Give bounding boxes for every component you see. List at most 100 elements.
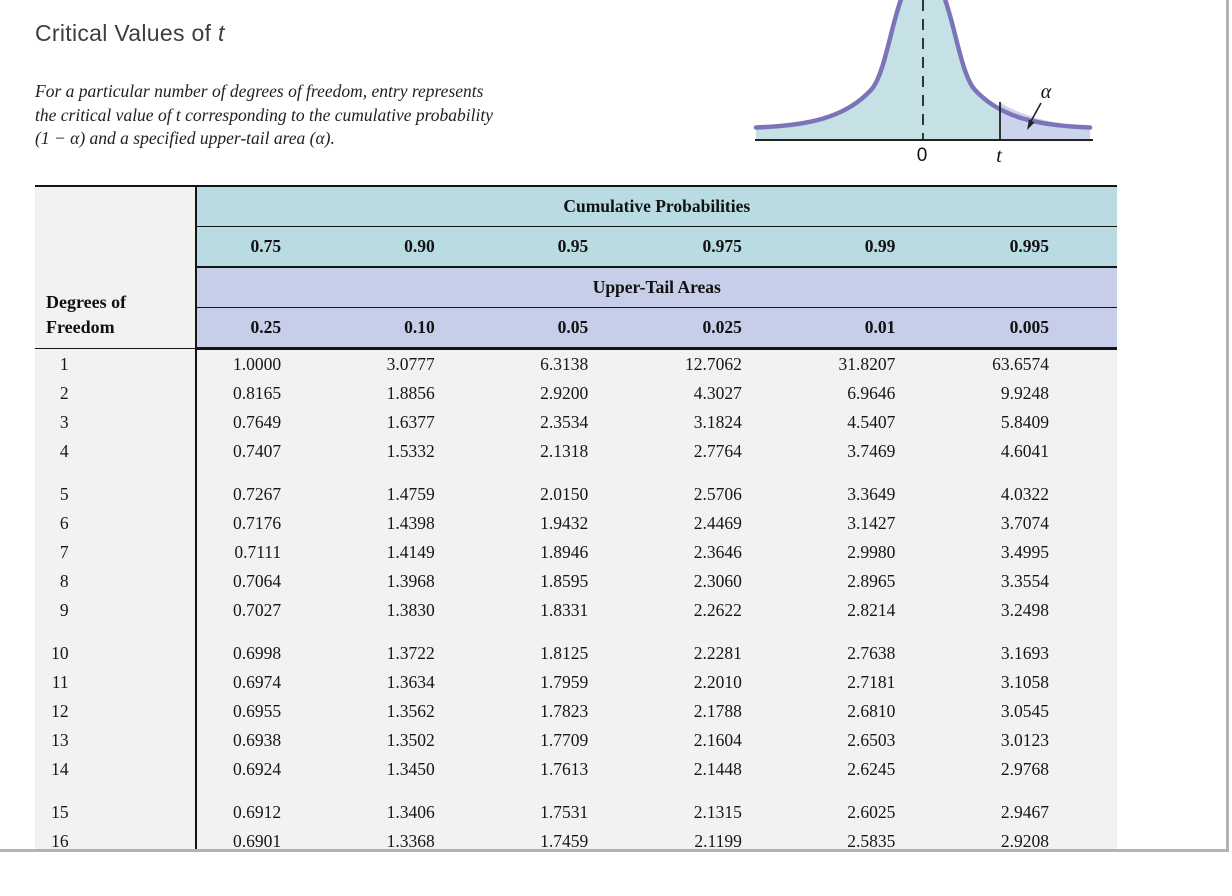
t-value-0750: 0.7027 (233, 600, 282, 620)
t-value-0950: 1.7613 (540, 759, 589, 779)
t-value-0950: 2.0150 (540, 484, 589, 504)
t-value-0750: 0.6924 (233, 759, 282, 779)
cumulative-prob-col-2: 0.90 (349, 226, 503, 268)
page-title-t-symbol: t (217, 20, 225, 46)
t-value-0990: 3.7469 (847, 441, 896, 461)
degrees-of-freedom-header: Degrees of Freedom (35, 185, 197, 349)
t-value-0995: 3.2498 (1000, 600, 1049, 620)
df-value: 6 (35, 509, 197, 538)
df-value: 4 (35, 437, 197, 466)
t-value-0900: 1.6377 (386, 412, 435, 432)
t-value-0975: 2.3060 (693, 571, 742, 591)
t-distribution-figure: α 0 t (753, 0, 1101, 168)
alpha-arrow (1027, 102, 1042, 130)
page-title: Critical Values of t (35, 20, 225, 47)
table-row: 16 0.6901 1.3368 1.7459 2.1199 2.5835 2.… (35, 827, 1117, 851)
t-value-0975: 2.1604 (693, 730, 742, 750)
t-value-0950: 1.7531 (540, 802, 589, 822)
table-body: 1 1.0000 3.0777 6.3138 12.7062 31.8207 6… (35, 348, 1117, 851)
df-value: 13 (35, 726, 197, 755)
t-value-0750: 0.7267 (233, 484, 282, 504)
t-value-0750: 0.6938 (233, 730, 282, 750)
t-value-0995: 3.3554 (1000, 571, 1049, 591)
cumulative-prob-col-6: 0.995 (963, 226, 1117, 268)
upper-tail-col-2: 0.10 (349, 307, 503, 350)
page-title-text: Critical Values of (35, 20, 218, 46)
df-value: 14 (35, 755, 197, 784)
upper-tail-col-4: 0.025 (656, 307, 810, 350)
t-value-0750: 0.6974 (233, 672, 282, 692)
df-value: 2 (35, 379, 197, 408)
t-value-0975: 2.1788 (693, 701, 742, 721)
t-value-0995: 5.8409 (1000, 412, 1049, 432)
t-value-0900: 1.4759 (386, 484, 435, 504)
t-value-0900: 1.4149 (386, 542, 435, 562)
table-row: 12 0.6955 1.3562 1.7823 2.1788 2.6810 3.… (35, 697, 1117, 726)
t-value-0975: 2.2622 (693, 600, 742, 620)
t-value-0750: 1.0000 (233, 354, 282, 374)
t-value-0950: 1.8331 (540, 600, 589, 620)
t-value-0950: 2.3534 (540, 412, 589, 432)
description-line-1: For a particular number of degrees of fr… (35, 81, 484, 101)
t-value-0995: 4.6041 (1000, 441, 1049, 461)
table-row: 3 0.7649 1.6377 2.3534 3.1824 4.5407 5.8… (35, 408, 1117, 437)
t-value-0950: 1.7709 (540, 730, 589, 750)
t-value-0990: 2.9980 (847, 542, 896, 562)
t-value-0995: 2.9768 (1000, 759, 1049, 779)
t-value-0975: 12.7062 (684, 354, 742, 374)
t-value-0900: 1.3502 (386, 730, 435, 750)
df-value: 1 (35, 348, 197, 379)
t-value-0900: 1.3450 (386, 759, 435, 779)
t-value-0995: 2.9467 (1000, 802, 1049, 822)
t-value-0900: 1.3634 (386, 672, 435, 692)
t-value-0750: 0.7649 (233, 412, 282, 432)
t-value-0995: 2.9208 (1000, 831, 1049, 851)
t-value-0750: 0.8165 (233, 383, 282, 403)
t-value-0995: 3.7074 (1000, 513, 1049, 533)
t-value-0990: 6.9646 (847, 383, 896, 403)
t-value-0990: 2.7181 (847, 672, 896, 692)
t-value-0950: 1.8595 (540, 571, 589, 591)
t-value-0995: 3.0123 (1000, 730, 1049, 750)
t-value-0975: 2.2281 (693, 643, 742, 663)
curve-body-area (756, 0, 1090, 140)
table-row: 7 0.7111 1.4149 1.8946 2.3646 2.9980 3.4… (35, 538, 1117, 567)
t-value-0750: 0.6955 (233, 701, 282, 721)
t-value-0975: 2.1448 (693, 759, 742, 779)
cumulative-probabilities-header: Cumulative Probabilities (195, 185, 1117, 227)
t-value-0950: 6.3138 (540, 354, 589, 374)
degrees-of-freedom-line-2: Freedom (46, 317, 115, 338)
df-value: 9 (35, 596, 197, 625)
t-value-0900: 1.3406 (386, 802, 435, 822)
upper-tail-col-3: 0.05 (502, 307, 657, 350)
t-value-0950: 1.7459 (540, 831, 589, 851)
t-value-0975: 4.3027 (693, 383, 742, 403)
t-value-0750: 0.6998 (233, 643, 282, 663)
zero-label: 0 (917, 145, 928, 166)
t-value-0900: 1.3368 (386, 831, 435, 851)
t-value-0990: 2.8965 (847, 571, 896, 591)
table-row: 4 0.7407 1.5332 2.1318 2.7764 3.7469 4.6… (35, 437, 1117, 466)
table-row: 8 0.7064 1.3968 1.8595 2.3060 2.8965 3.3… (35, 567, 1117, 596)
t-value-0950: 1.8125 (540, 643, 589, 663)
critical-values-table: Degrees of Freedom Cumulative Probabilit… (35, 185, 1117, 851)
t-value-0990: 3.3649 (847, 484, 896, 504)
t-value-0750: 0.6912 (233, 802, 282, 822)
t-value-0900: 1.4398 (386, 513, 435, 533)
t-distribution-curve-svg: α 0 t (753, 0, 1093, 167)
table-description: For a particular number of degrees of fr… (35, 80, 493, 151)
t-value-0975: 2.2010 (693, 672, 742, 692)
description-line-2: the critical value of t corresponding to… (35, 104, 493, 125)
cumulative-prob-col-5: 0.99 (809, 226, 964, 268)
t-value-0990: 2.6245 (847, 759, 896, 779)
t-value-0990: 2.6810 (847, 701, 896, 721)
df-value: 10 (35, 625, 197, 668)
t-value-0900: 1.8856 (386, 383, 435, 403)
t-value-0990: 4.5407 (847, 412, 896, 432)
df-value: 7 (35, 538, 197, 567)
t-value-0950: 1.7823 (540, 701, 589, 721)
upper-tail-col-6: 0.005 (963, 307, 1117, 350)
t-value-0975: 3.1824 (693, 412, 742, 432)
t-value-0995: 4.0322 (1000, 484, 1049, 504)
table-row: 15 0.6912 1.3406 1.7531 2.1315 2.6025 2.… (35, 784, 1117, 827)
